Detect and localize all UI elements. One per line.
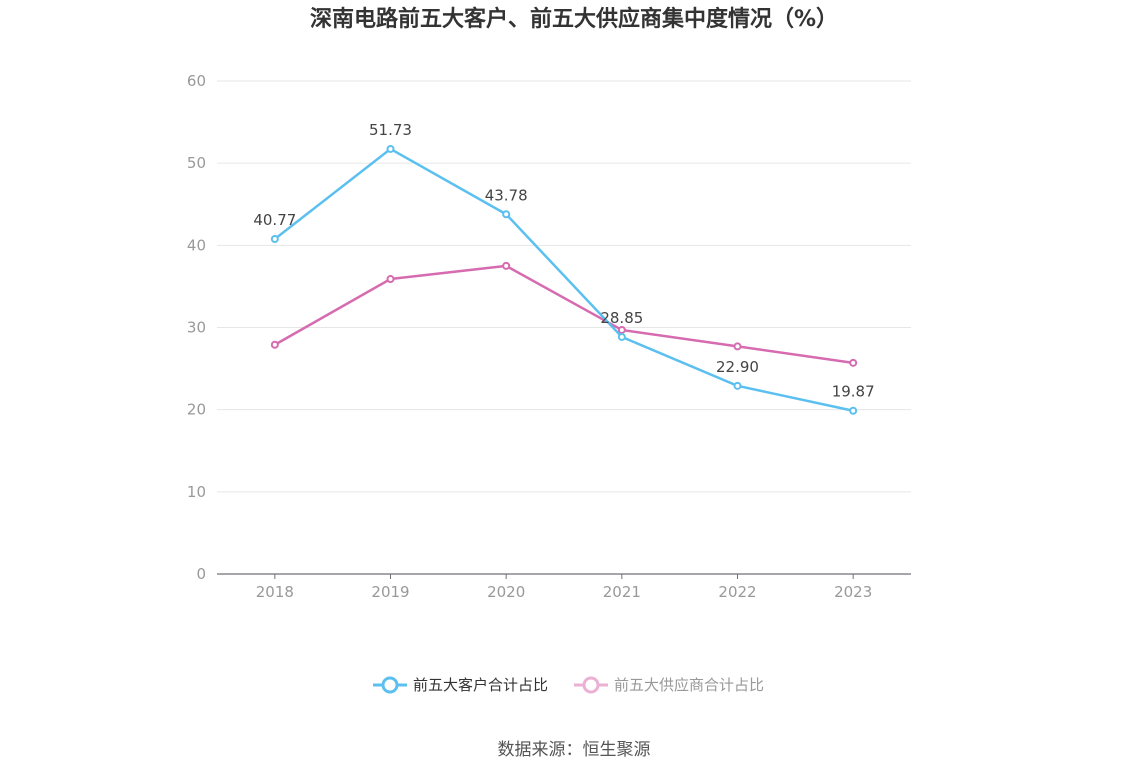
series-suppliers xyxy=(270,261,858,367)
x-tick-label: 2018 xyxy=(256,583,294,601)
data-point xyxy=(733,342,742,351)
data-label: 22.90 xyxy=(716,358,759,376)
legend-item[interactable]: 前五大客户合计占比 xyxy=(373,676,548,694)
legend: 前五大客户合计占比 前五大供应商合计占比 xyxy=(373,676,764,694)
y-axis: 0 10 20 30 40 50 60 xyxy=(187,72,206,583)
data-label: 51.73 xyxy=(369,121,412,139)
data-point xyxy=(270,340,279,349)
data-point xyxy=(733,381,742,390)
series-customers: 40.77 51.73 43.78 28.85 22.90 19.87 xyxy=(253,121,875,415)
x-tick-label: 2022 xyxy=(718,583,756,601)
x-tick-label: 2020 xyxy=(487,583,525,601)
chart-title: 深南电路前五大客户、前五大供应商集中度情况（%） xyxy=(310,6,838,32)
data-label: 19.87 xyxy=(832,383,875,401)
legend-label: 前五大供应商合计占比 xyxy=(614,676,764,694)
x-tick-label: 2019 xyxy=(371,583,409,601)
y-tick-label: 10 xyxy=(187,483,206,501)
data-point xyxy=(849,406,858,415)
data-point xyxy=(617,332,626,341)
y-tick-label: 60 xyxy=(187,72,206,90)
data-point xyxy=(849,358,858,367)
series-line xyxy=(274,147,854,412)
data-point xyxy=(386,275,395,284)
source-text: 数据来源：恒生聚源 xyxy=(498,740,651,760)
x-axis: 2018 2019 2020 2021 2022 2023 xyxy=(217,573,911,601)
y-tick-label: 20 xyxy=(187,401,206,419)
series-layer: 40.77 51.73 43.78 28.85 22.90 19.87 xyxy=(253,121,875,415)
data-point xyxy=(502,210,511,219)
legend-marker-icon xyxy=(582,676,600,694)
series-line xyxy=(274,264,854,365)
grid xyxy=(217,80,911,493)
legend-marker-icon xyxy=(381,676,399,694)
legend-item[interactable]: 前五大供应商合计占比 xyxy=(574,676,764,694)
data-label: 28.85 xyxy=(600,309,643,327)
legend-label: 前五大客户合计占比 xyxy=(413,676,548,694)
x-tick-label: 2021 xyxy=(603,583,641,601)
y-tick-label: 0 xyxy=(196,565,206,583)
y-tick-label: 40 xyxy=(187,236,206,254)
x-tick-label: 2023 xyxy=(834,583,872,601)
data-point xyxy=(270,235,279,244)
data-point xyxy=(502,261,511,270)
data-point xyxy=(617,325,626,334)
data-label: 43.78 xyxy=(485,186,528,204)
y-tick-label: 30 xyxy=(187,319,206,337)
data-label: 40.77 xyxy=(253,211,296,229)
y-tick-label: 50 xyxy=(187,154,206,172)
data-point xyxy=(386,144,395,153)
